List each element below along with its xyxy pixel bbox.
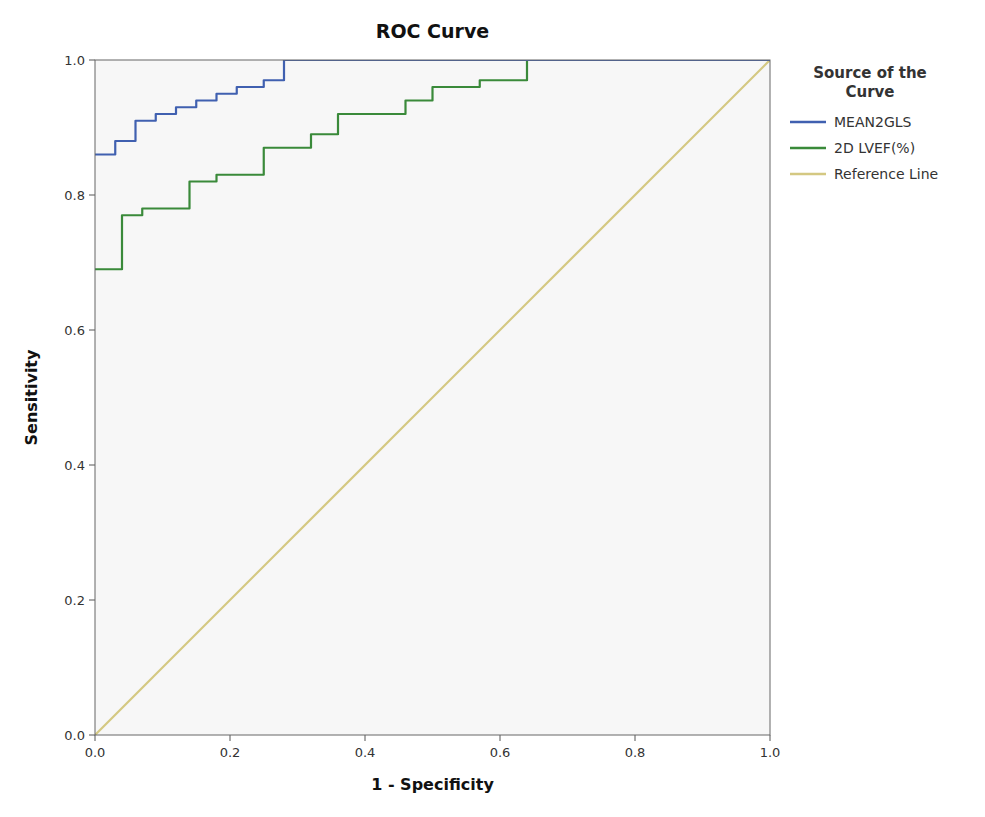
legend-swatch bbox=[790, 173, 826, 176]
legend-swatch bbox=[790, 121, 826, 124]
y-tick bbox=[89, 330, 95, 331]
y-tick bbox=[89, 465, 95, 466]
x-tick-label: 0.6 bbox=[490, 745, 511, 760]
x-tick bbox=[770, 735, 771, 741]
legend-title: Source of theCurve bbox=[813, 64, 927, 101]
y-tick-label: 0.6 bbox=[64, 323, 85, 338]
plot-frame bbox=[95, 60, 770, 735]
legend-label: MEAN2GLS bbox=[834, 114, 912, 130]
x-tick bbox=[500, 735, 501, 741]
legend-label: Reference Line bbox=[834, 166, 938, 182]
series-line bbox=[95, 60, 770, 155]
series-group bbox=[95, 60, 770, 735]
y-tick-label: 0.4 bbox=[64, 458, 85, 473]
y-tick bbox=[89, 60, 95, 61]
x-tick bbox=[95, 735, 96, 741]
x-tick-label: 1.0 bbox=[760, 745, 781, 760]
y-tick bbox=[89, 195, 95, 196]
x-tick bbox=[230, 735, 231, 741]
chart-svg: 0.0 0.2 0.4 0.6 0.8 1.0 0.0 0.2 0.4 0.6 0.8 1.0 ROC … bbox=[0, 0, 985, 817]
y-tick bbox=[89, 600, 95, 601]
x-tick bbox=[365, 735, 366, 741]
x-tick-label: 0.8 bbox=[625, 745, 646, 760]
x-axis-label: 1 - Specificity bbox=[371, 775, 494, 794]
legend-title-line: Curve bbox=[845, 83, 894, 101]
plot-background bbox=[95, 60, 770, 735]
y-axis-label: Sensitivity bbox=[22, 349, 41, 445]
x-tick-label: 0.4 bbox=[355, 745, 376, 760]
y-tick-label: 0.2 bbox=[64, 593, 85, 608]
x-tick-label: 0.2 bbox=[220, 745, 241, 760]
legend-title-line: Source of the bbox=[813, 64, 927, 82]
x-tick-label: 0.0 bbox=[85, 745, 106, 760]
y-tick bbox=[89, 735, 95, 736]
legend-swatch bbox=[790, 147, 826, 150]
series-line bbox=[95, 60, 770, 735]
legend-label: 2D LVEF(%) bbox=[834, 140, 915, 156]
chart-container: 0.0 0.2 0.4 0.6 0.8 1.0 0.0 0.2 0.4 0.6 0.8 1.0 ROC … bbox=[0, 0, 985, 817]
axes: 0.0 0.2 0.4 0.6 0.8 1.0 0.0 0.2 0.4 0.6 0.8 1.0 bbox=[64, 53, 780, 761]
y-tick-label: 0.0 bbox=[64, 728, 85, 743]
y-tick-label: 0.8 bbox=[64, 188, 85, 203]
series-line bbox=[95, 60, 770, 269]
legend: Source of theCurve MEAN2GLS 2D LVEF(%) Refe… bbox=[790, 64, 938, 182]
y-tick-label: 1.0 bbox=[64, 53, 85, 68]
chart-title: ROC Curve bbox=[376, 20, 489, 42]
x-tick bbox=[635, 735, 636, 741]
